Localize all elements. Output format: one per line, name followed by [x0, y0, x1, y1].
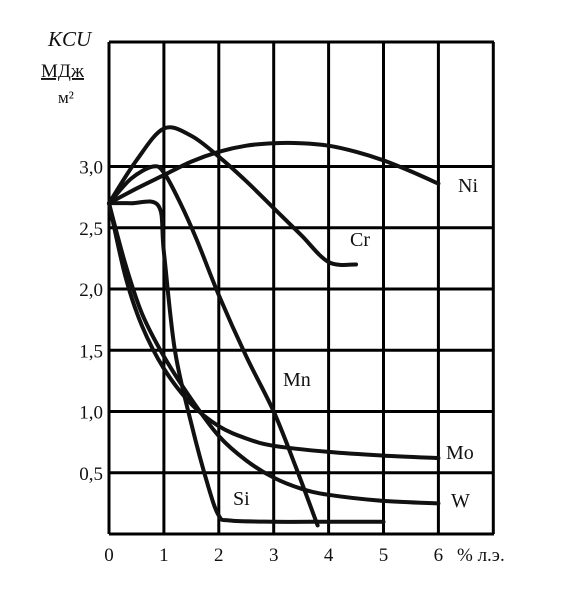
- series-label-w: W: [451, 490, 470, 512]
- x-tick-label: 4: [324, 545, 334, 566]
- x-tick-label: 6: [434, 545, 444, 566]
- y-axis-label-unit-num: МДж: [41, 61, 85, 82]
- series-labels: Ni Cr Mn Si Mo W: [233, 175, 478, 512]
- series-label-mo: Mo: [446, 442, 474, 464]
- y-tick-label: 0,5: [79, 464, 103, 485]
- series-label-cr: Cr: [350, 229, 370, 251]
- y-axis-label-kcu: KCU: [47, 27, 93, 51]
- series-label-ni: Ni: [458, 175, 478, 197]
- series-label-mn: Mn: [283, 369, 311, 391]
- tick-labels: 0 1 2 3 4 5 6 0,5 1,0 1,5 2,0 2,5 3,0: [79, 158, 443, 567]
- y-tick-label: 2,5: [79, 219, 103, 240]
- y-axis-label-unit-den: м²: [58, 88, 74, 107]
- curves: [107, 125, 441, 528]
- series-line-si: [107, 199, 386, 524]
- series-line-mo: [107, 201, 441, 461]
- series-line-mn: [107, 164, 320, 528]
- y-tick-label: 1,0: [79, 403, 103, 424]
- x-tick-label: 1: [159, 545, 169, 566]
- x-tick-label: 2: [214, 545, 224, 566]
- series-label-si: Si: [233, 488, 250, 510]
- x-tick-label: 3: [269, 545, 279, 566]
- grid: [107, 40, 495, 536]
- x-tick-label: 0: [104, 545, 114, 566]
- y-tick-label: 3,0: [79, 158, 103, 179]
- y-tick-label: 2,0: [79, 280, 103, 301]
- x-tick-label: 5: [379, 545, 389, 566]
- series-line-w: [107, 201, 441, 506]
- x-axis-label: % л.э.: [457, 545, 505, 566]
- y-tick-label: 1,5: [79, 341, 103, 362]
- series-line-cr: [107, 125, 359, 267]
